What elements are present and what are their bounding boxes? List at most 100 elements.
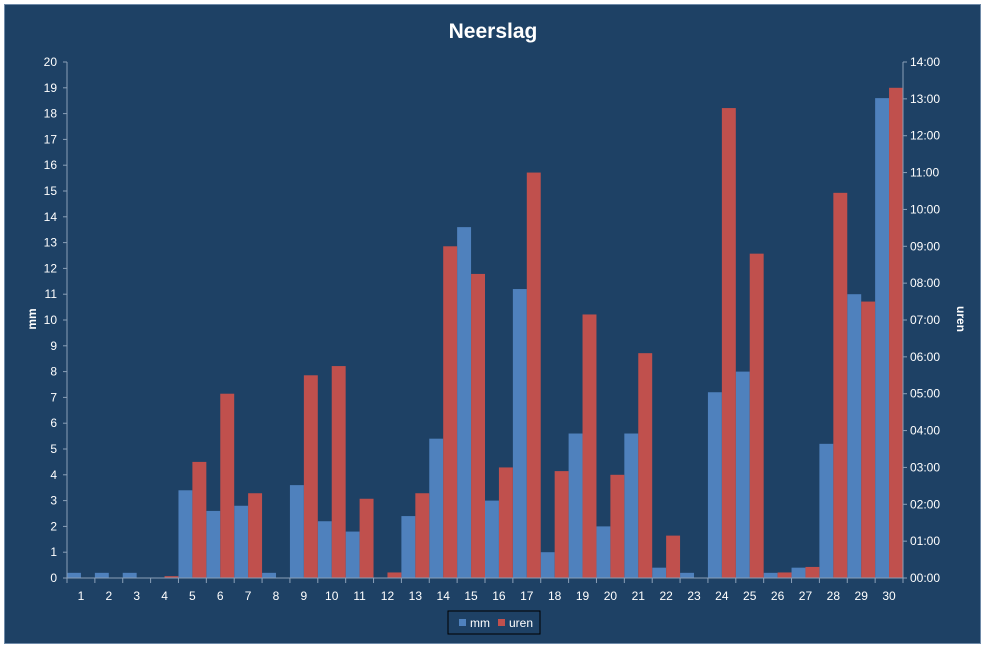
bar-mm-7 xyxy=(234,505,249,578)
x-tick-label: 18 xyxy=(548,589,562,603)
bar-uren-9 xyxy=(303,375,318,578)
bar-mm-6 xyxy=(206,510,221,578)
bar-uren-20 xyxy=(610,474,625,578)
bar-uren-4 xyxy=(164,576,179,578)
right-tick-label: 08:00 xyxy=(910,276,940,290)
left-tick-label: 11 xyxy=(45,287,58,301)
x-tick-label: 3 xyxy=(133,589,140,603)
bar-mm-24 xyxy=(707,392,722,578)
bar-mm-19 xyxy=(568,433,583,578)
bar-uren-16 xyxy=(498,467,513,578)
right-axis-title: uren xyxy=(954,306,968,332)
right-axis-ticks: 00:00 01:00 02:00 03:00 04:00 05:00 06:00 07:00… xyxy=(903,55,940,585)
bar-mm-29 xyxy=(847,294,862,578)
left-tick-label: 1 xyxy=(50,545,57,559)
bars xyxy=(67,87,903,579)
x-tick-label: 28 xyxy=(827,589,841,603)
bar-mm-13 xyxy=(401,516,416,578)
bar-mm-5 xyxy=(178,490,193,578)
bar-uren-15 xyxy=(471,273,485,578)
left-tick-label: 15 xyxy=(44,184,58,198)
bar-uren-19 xyxy=(582,314,597,578)
bar-mm-11 xyxy=(345,531,360,578)
x-tick-label: 4 xyxy=(161,589,168,603)
bar-mm-20 xyxy=(596,526,611,578)
bar-mm-25 xyxy=(735,371,750,578)
left-tick-label: 17 xyxy=(44,132,58,146)
bar-uren-11 xyxy=(359,498,374,578)
right-tick-label: 05:00 xyxy=(910,387,940,401)
x-tick-label: 17 xyxy=(520,589,534,603)
x-tick-label: 29 xyxy=(855,589,869,603)
bar-uren-27 xyxy=(805,566,820,578)
bar-mm-17 xyxy=(512,289,527,578)
left-tick-label: 19 xyxy=(44,81,58,95)
x-tick-label: 15 xyxy=(464,589,478,603)
left-tick-label: 10 xyxy=(44,313,58,327)
x-tick-label: 27 xyxy=(799,589,813,603)
bar-mm-16 xyxy=(485,500,499,578)
x-tick-label: 25 xyxy=(743,589,757,603)
bar-uren-21 xyxy=(638,353,653,578)
right-tick-label: 10:00 xyxy=(910,202,940,216)
left-tick-label: 12 xyxy=(44,261,58,275)
left-tick-label: 6 xyxy=(50,416,57,430)
x-tick-label: 26 xyxy=(771,589,785,603)
left-tick-label: 3 xyxy=(50,494,57,508)
bar-mm-28 xyxy=(819,443,834,578)
x-tick-label: 1 xyxy=(78,589,85,603)
x-tick-label: 20 xyxy=(604,589,618,603)
x-tick-label: 22 xyxy=(659,589,673,603)
legend-label-mm: mm xyxy=(470,616,490,630)
legend-swatch-mm xyxy=(459,619,466,626)
right-tick-label: 03:00 xyxy=(910,460,940,474)
left-tick-label: 5 xyxy=(50,442,57,456)
x-tick-label: 7 xyxy=(245,589,252,603)
right-tick-label: 12:00 xyxy=(910,129,940,143)
bar-mm-21 xyxy=(624,433,639,578)
bar-uren-29 xyxy=(861,301,876,578)
bar-mm-3 xyxy=(122,572,137,578)
x-tick-label: 2 xyxy=(105,589,112,603)
bar-mm-15 xyxy=(457,227,472,578)
bar-mm-22 xyxy=(652,567,667,578)
bar-uren-26 xyxy=(777,572,792,578)
bar-mm-2 xyxy=(94,572,109,578)
bar-uren-22 xyxy=(666,535,681,578)
chart-title: Neerslag xyxy=(449,20,538,43)
x-tick-label: 14 xyxy=(437,589,451,603)
bar-mm-10 xyxy=(317,521,332,578)
right-tick-label: 14:00 xyxy=(910,55,940,69)
right-tick-label: 02:00 xyxy=(910,497,940,511)
bar-uren-14 xyxy=(443,246,458,579)
left-tick-label: 7 xyxy=(50,390,57,404)
left-tick-label: 14 xyxy=(44,210,58,224)
bar-mm-8 xyxy=(262,572,276,578)
x-tick-label: 8 xyxy=(273,589,280,603)
bar-mm-26 xyxy=(763,572,778,578)
x-tick-label: 13 xyxy=(409,589,423,603)
right-tick-label: 00:00 xyxy=(910,571,940,585)
right-tick-label: 06:00 xyxy=(910,350,940,364)
bar-uren-24 xyxy=(721,108,736,578)
legend: mm uren xyxy=(447,610,541,635)
right-tick-label: 07:00 xyxy=(910,313,940,327)
x-tick-label: 5 xyxy=(189,589,196,603)
x-tick-label: 21 xyxy=(632,589,646,603)
bar-mm-18 xyxy=(540,552,555,578)
right-tick-label: 09:00 xyxy=(910,239,940,253)
bar-mm-27 xyxy=(791,567,806,578)
right-tick-label: 11:00 xyxy=(910,166,939,180)
x-tick-label: 23 xyxy=(687,589,701,603)
bar-mm-1 xyxy=(67,572,81,578)
bar-mm-9 xyxy=(289,485,304,578)
left-tick-label: 9 xyxy=(50,339,57,353)
bar-uren-25 xyxy=(749,253,764,578)
bar-uren-28 xyxy=(833,192,848,578)
x-tick-label: 16 xyxy=(492,589,506,603)
bar-uren-30 xyxy=(889,87,903,579)
x-tick-label: 9 xyxy=(301,589,308,603)
legend-swatch-uren xyxy=(498,619,505,626)
bar-uren-7 xyxy=(248,493,263,578)
